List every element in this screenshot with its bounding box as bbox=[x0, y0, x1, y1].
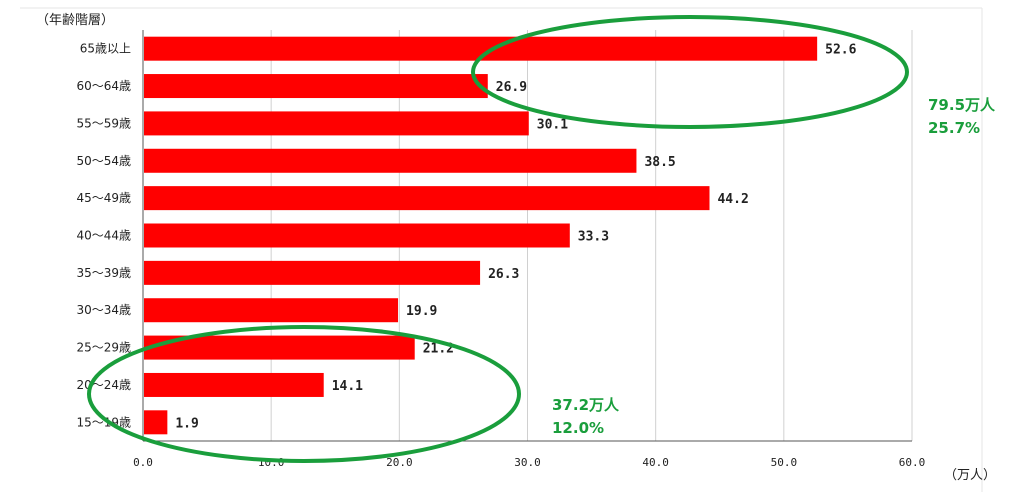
category-label: 45～49歳 bbox=[76, 191, 131, 205]
x-tick-label: 30.0 bbox=[514, 456, 541, 469]
annotations: 79.5万人 25.7% 37.2万人 12.0% bbox=[87, 15, 996, 463]
x-tick-label: 60.0 bbox=[899, 456, 926, 469]
bar bbox=[144, 223, 570, 248]
data-label: 30.1 bbox=[537, 117, 568, 132]
x-tick-label: 20.0 bbox=[386, 456, 413, 469]
annotation-top-line2: 25.7% bbox=[928, 119, 980, 137]
category-label: 60～64歳 bbox=[76, 79, 131, 93]
y-axis-title: （年齢階層） bbox=[36, 13, 114, 28]
highlight-ellipse-top bbox=[471, 15, 909, 129]
bar bbox=[144, 260, 481, 285]
x-axis-title: （万人） bbox=[944, 468, 996, 483]
data-label: 26.9 bbox=[496, 80, 527, 95]
bars bbox=[144, 36, 818, 435]
annotation-top-line1: 79.5万人 bbox=[928, 96, 996, 114]
category-label: 20～24歳 bbox=[76, 378, 131, 392]
data-label: 1.9 bbox=[175, 416, 198, 431]
category-label: 40～44歳 bbox=[76, 229, 131, 243]
bar bbox=[144, 148, 637, 173]
x-tick-label: 50.0 bbox=[771, 456, 798, 469]
bar bbox=[144, 111, 529, 136]
category-label: 65歳以上 bbox=[80, 42, 131, 56]
bar bbox=[144, 74, 488, 99]
data-label: 38.5 bbox=[644, 155, 675, 170]
x-tick-label: 0.0 bbox=[133, 456, 153, 469]
data-label: 33.3 bbox=[578, 230, 609, 245]
bar bbox=[144, 186, 710, 211]
category-label: 30～34歳 bbox=[76, 303, 131, 317]
category-label: 25～29歳 bbox=[76, 341, 131, 355]
category-label: 55～59歳 bbox=[76, 116, 131, 130]
axes bbox=[142, 30, 912, 442]
bar bbox=[144, 410, 168, 435]
bar bbox=[144, 335, 415, 360]
data-label: 19.9 bbox=[406, 304, 437, 319]
annotation-bottom-line2: 12.0% bbox=[552, 419, 604, 437]
data-label: 44.2 bbox=[717, 192, 748, 207]
data-label: 14.1 bbox=[332, 379, 363, 394]
data-label: 52.6 bbox=[825, 43, 856, 58]
annotation-bottom-line1: 37.2万人 bbox=[552, 396, 620, 414]
category-label: 35～39歳 bbox=[76, 266, 131, 280]
category-label: 50～54歳 bbox=[76, 154, 131, 168]
bar bbox=[144, 372, 324, 397]
highlight-ellipse-bottom bbox=[87, 325, 521, 463]
bar bbox=[144, 298, 399, 323]
data-label: 26.3 bbox=[488, 267, 519, 282]
x-tick-label: 40.0 bbox=[642, 456, 669, 469]
